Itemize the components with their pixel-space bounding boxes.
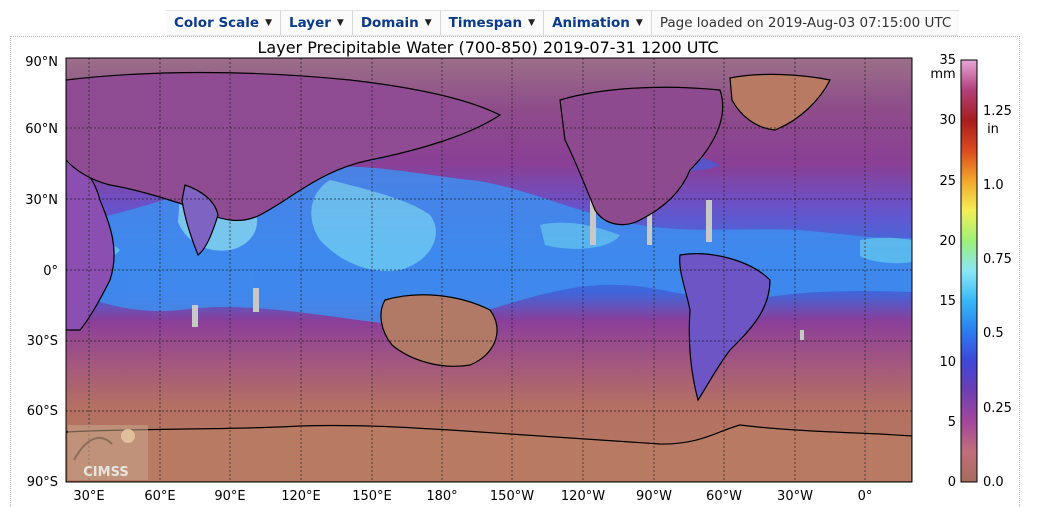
map-title: Layer Precipitable Water (700-850) 2019-…	[258, 38, 719, 57]
lat-label: 60°N	[25, 122, 58, 137]
graticule	[66, 58, 912, 482]
chevron-down-icon: ▼	[336, 18, 344, 28]
colorbar-mm-unit: mm	[930, 67, 955, 82]
map-border	[65, 57, 913, 483]
in-tick: 0.0	[983, 475, 1004, 490]
mm-tick: 25	[939, 174, 956, 189]
lon-label: 180°	[426, 489, 457, 504]
layer-menu[interactable]: Layer ▼	[281, 11, 353, 35]
landmasses	[66, 71, 912, 482]
chevron-down-icon: ▼	[424, 18, 432, 28]
greenland	[729, 73, 831, 131]
color-scale-label: Color Scale	[174, 15, 260, 31]
lon-label: 0°	[858, 489, 873, 504]
in-tick: 1.0	[983, 178, 1004, 193]
north-america	[559, 86, 724, 226]
colorbar-gradient	[960, 59, 978, 483]
mm-tick: 15	[939, 294, 956, 309]
lon-label: 120°E	[281, 489, 321, 504]
chevron-down-icon: ▼	[635, 18, 643, 28]
in-tick: 0.5	[983, 326, 1004, 341]
lat-label: 90°S	[27, 475, 58, 490]
mm-tick: 0	[948, 475, 956, 490]
chevron-down-icon: ▼	[528, 18, 536, 28]
image-frame	[10, 36, 1020, 507]
animation-menu[interactable]: Animation ▼	[544, 11, 652, 35]
animation-label: Animation	[552, 15, 630, 31]
colorbar-mm-ticks: 0 5 10 15 20 25 30 35	[939, 53, 956, 490]
lat-label: 90°N	[25, 55, 58, 70]
south-america	[679, 253, 771, 402]
in-tick: 1.25	[983, 104, 1012, 119]
layer-label: Layer	[288, 15, 331, 31]
lon-label: 150°E	[352, 489, 392, 504]
domain-label: Domain	[360, 15, 419, 31]
color-scale-menu[interactable]: Color Scale ▼	[166, 11, 281, 35]
lon-label: 60°W	[706, 489, 742, 504]
mm-tick: 10	[939, 355, 956, 370]
domain-menu[interactable]: Domain ▼	[353, 11, 441, 35]
lon-label: 60°E	[144, 489, 175, 504]
lon-label: 90°W	[636, 489, 672, 504]
cimss-logo-text: CIMSS	[83, 465, 128, 480]
australia	[380, 294, 498, 367]
colorbar-in-ticks: 0.0 0.25 0.5 0.75 1.0 1.25	[983, 104, 1012, 490]
lat-label: 30°N	[25, 193, 58, 208]
mm-tick: 5	[948, 415, 956, 430]
timespan-label: Timespan	[448, 15, 523, 31]
lat-label: 60°S	[27, 404, 58, 419]
chevron-down-icon: ▼	[265, 18, 272, 28]
lat-label: 0°	[43, 264, 58, 279]
lon-label: 120°W	[561, 489, 605, 504]
lon-label: 150°W	[490, 489, 534, 504]
mm-tick: 20	[939, 234, 956, 249]
top-menu-bar: Color Scale ▼ Layer ▼ Domain ▼ Timespan …	[0, 0, 1050, 36]
colorbar: mm 0 5 10 15 20 25 30 35 0.0 0.25 0.5 0.…	[930, 53, 1012, 490]
mm-tick: 30	[939, 113, 956, 128]
lon-label: 90°E	[214, 489, 245, 504]
india	[181, 184, 219, 256]
colorbar-in-unit: in	[987, 122, 999, 137]
lat-label: 30°S	[27, 334, 58, 349]
cimss-logo: CIMSS	[68, 425, 148, 480]
mm-tick: 35	[939, 53, 956, 68]
longitude-labels: 30°E 60°E 90°E 120°E 150°E 180° 150°W 12…	[73, 489, 872, 504]
antarctica	[66, 424, 912, 482]
in-tick: 0.75	[983, 252, 1012, 267]
map-panel: CIMSS	[66, 58, 912, 482]
lon-label: 30°E	[73, 489, 104, 504]
lon-label: 30°W	[777, 489, 813, 504]
timespan-menu[interactable]: Timespan ▼	[441, 11, 545, 35]
latitude-labels: 90°N 60°N 30°N 0° 30°S 60°S 90°S	[25, 55, 58, 490]
eurasia	[66, 71, 502, 221]
in-tick: 0.25	[983, 401, 1012, 416]
menu-strip: Color Scale ▼ Layer ▼ Domain ▼ Timespan …	[166, 10, 960, 36]
page-loaded-status: Page loaded on 2019-Aug-03 07:15:00 UTC	[659, 15, 952, 31]
